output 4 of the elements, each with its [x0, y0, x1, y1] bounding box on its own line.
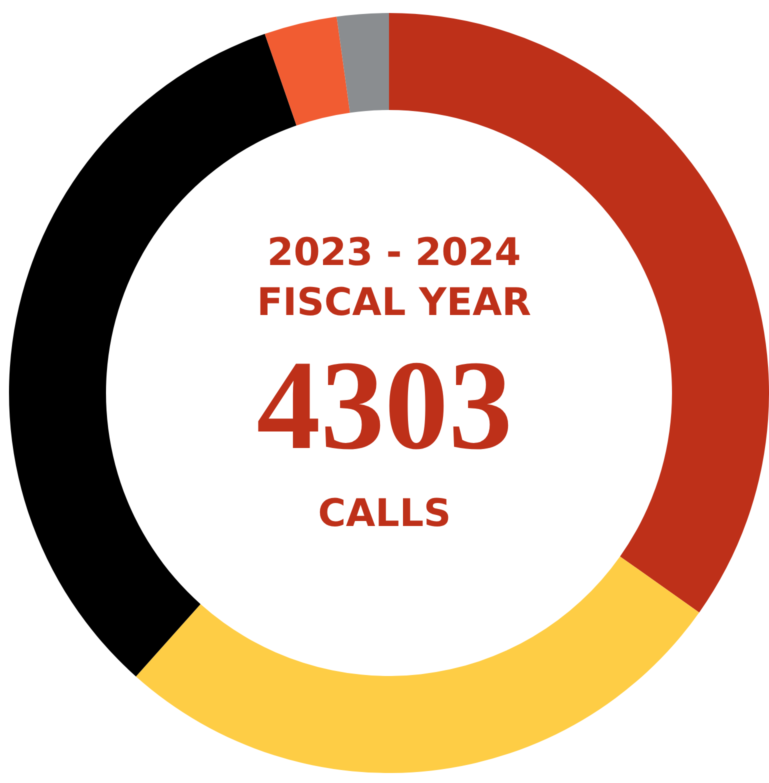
text: FISCAL YEAR [256, 280, 532, 324]
text: 2023 - 2024 [267, 230, 521, 274]
text: CALLS [318, 491, 452, 536]
text: 4303 [256, 334, 512, 476]
